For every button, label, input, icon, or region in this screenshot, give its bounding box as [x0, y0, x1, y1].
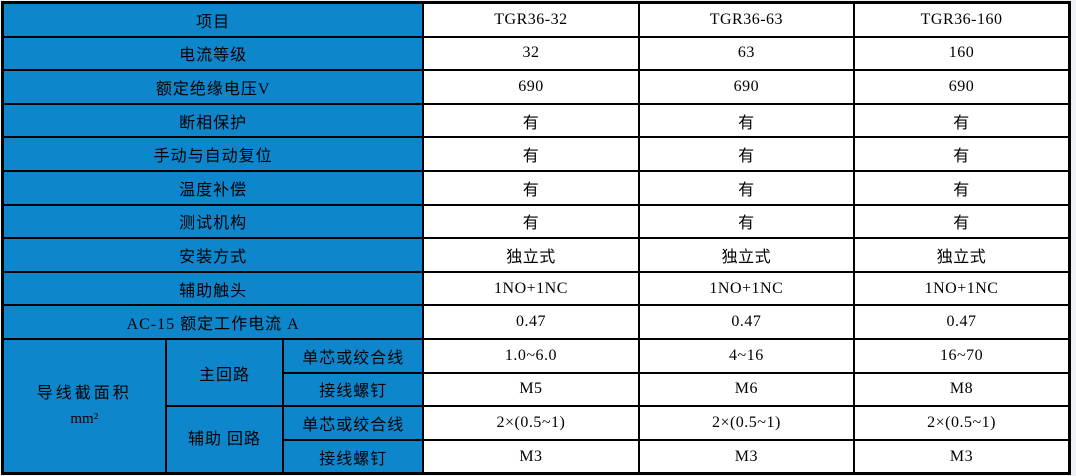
aux-wire-range-value-1: 2×(0.5~1): [422, 405, 640, 441]
insulation-voltage-value-2: 690: [637, 69, 856, 105]
header-model-2: TGR36-63: [637, 1, 856, 38]
row-main-circuit-wire: 导线截面积 mm² 主回路 单芯或绞合线 1.0~6.0 4~16 16~70: [1, 337, 1071, 475]
row-label-rated-insulation-voltage: 额定绝缘电压V: [1, 69, 425, 105]
auxiliary-contacts-value-1: 1NO+1NC: [422, 270, 640, 307]
main-circuit-wire-type-label: 单芯或绞合线: [282, 337, 425, 374]
aux-screw-value-2: M3: [637, 438, 856, 475]
row-phase-failure-protection: 断相保护 有 有 有: [1, 102, 1071, 139]
insulation-voltage-value-1: 690: [422, 69, 640, 105]
phase-failure-value-3: 有: [853, 102, 1071, 139]
insulation-voltage-value-3: 690: [853, 69, 1071, 105]
header-row: 项目 TGR36-32 TGR36-63 TGR36-160: [1, 1, 1071, 38]
row-label-ac15-rated-current: AC-15 额定工作电流 A: [1, 304, 425, 340]
row-label-manual-auto-reset: 手动与自动复位: [1, 136, 425, 172]
row-test-mechanism: 测试机构 有 有 有: [1, 203, 1071, 240]
row-main-circuit-screw: 接线螺钉 M5 M6 M8: [3, 371, 1071, 408]
row-aux-circuit-wire: 辅助 回路 单芯或绞合线 2×(0.5~1) 2×(0.5~1) 2×(0.5~…: [3, 405, 1071, 475]
wire-section-label: 导线截面积 mm²: [1, 337, 167, 475]
test-mechanism-value-2: 有: [637, 203, 856, 240]
temperature-compensation-value-1: 有: [422, 169, 640, 206]
aux-circuit-wire-type-label: 单芯或绞合线: [282, 405, 425, 441]
row-aux-circuit-screw: 接线螺钉 M3 M3 M3: [3, 438, 1071, 475]
test-mechanism-value-1: 有: [422, 203, 640, 240]
row-ac15-rated-current: AC-15 额定工作电流 A 0.47 0.47 0.47: [1, 304, 1071, 340]
row-label-temperature-compensation: 温度补偿: [1, 169, 425, 206]
auxiliary-contacts-value-2: 1NO+1NC: [637, 270, 856, 307]
phase-failure-value-1: 有: [422, 102, 640, 139]
aux-circuit-screw-label: 接线螺钉: [282, 438, 425, 475]
row-auxiliary-contacts: 辅助触头 1NO+1NC 1NO+1NC 1NO+1NC: [1, 270, 1071, 307]
current-class-value-2: 63: [637, 35, 856, 72]
ac15-current-value-3: 0.47: [853, 304, 1071, 340]
main-wire-range-value-3: 16~70: [853, 337, 1071, 374]
mounting-type-value-2: 独立式: [637, 237, 856, 273]
header-model-3: TGR36-160: [853, 1, 1071, 38]
row-label-test-mechanism: 测试机构: [1, 203, 425, 240]
main-wire-range-value-2: 4~16: [637, 337, 856, 374]
row-label-phase-failure-protection: 断相保护: [1, 102, 425, 139]
wire-section-title: 导线截面积: [36, 385, 132, 403]
row-mounting-type: 安装方式 独立式 独立式 独立式: [1, 237, 1071, 273]
ac15-current-value-1: 0.47: [422, 304, 640, 340]
row-label-current-class: 电流等级: [1, 35, 425, 72]
manual-auto-reset-value-3: 有: [853, 136, 1071, 172]
aux-wire-range-value-3: 2×(0.5~1): [853, 405, 1071, 441]
aux-screw-value-3: M3: [853, 438, 1071, 475]
current-class-value-1: 32: [422, 35, 640, 72]
manual-auto-reset-value-2: 有: [637, 136, 856, 172]
temperature-compensation-value-3: 有: [853, 169, 1071, 206]
test-mechanism-value-3: 有: [853, 203, 1071, 240]
header-model-1: TGR36-32: [422, 1, 640, 38]
row-rated-insulation-voltage: 额定绝缘电压V 690 690 690: [1, 69, 1071, 105]
row-label-auxiliary-contacts: 辅助触头: [1, 270, 425, 307]
manual-auto-reset-value-1: 有: [422, 136, 640, 172]
main-wire-range-value-1: 1.0~6.0: [422, 337, 640, 374]
mounting-type-value-1: 独立式: [422, 237, 640, 273]
aux-circuit-label: 辅助 回路: [164, 405, 285, 475]
main-circuit-label: 主回路: [164, 337, 285, 408]
row-temperature-compensation: 温度补偿 有 有 有: [1, 169, 1071, 206]
main-screw-value-2: M6: [637, 371, 856, 408]
phase-failure-value-2: 有: [637, 102, 856, 139]
main-circuit-screw-label: 接线螺钉: [282, 371, 425, 408]
header-item-label: 项目: [1, 1, 425, 38]
wire-section-unit: mm²: [70, 410, 99, 427]
row-label-mounting-type: 安装方式: [1, 237, 425, 273]
main-screw-value-1: M5: [422, 371, 640, 408]
row-current-class: 电流等级 32 63 160: [1, 35, 1071, 72]
aux-screw-value-1: M3: [422, 438, 640, 475]
row-manual-auto-reset: 手动与自动复位 有 有 有: [1, 136, 1071, 172]
ac15-current-value-2: 0.47: [637, 304, 856, 340]
current-class-value-3: 160: [853, 35, 1071, 72]
auxiliary-contacts-value-3: 1NO+1NC: [853, 270, 1071, 307]
mounting-type-value-3: 独立式: [853, 237, 1071, 273]
aux-wire-range-value-2: 2×(0.5~1): [637, 405, 856, 441]
main-screw-value-3: M8: [853, 371, 1071, 408]
temperature-compensation-value-2: 有: [637, 169, 856, 206]
